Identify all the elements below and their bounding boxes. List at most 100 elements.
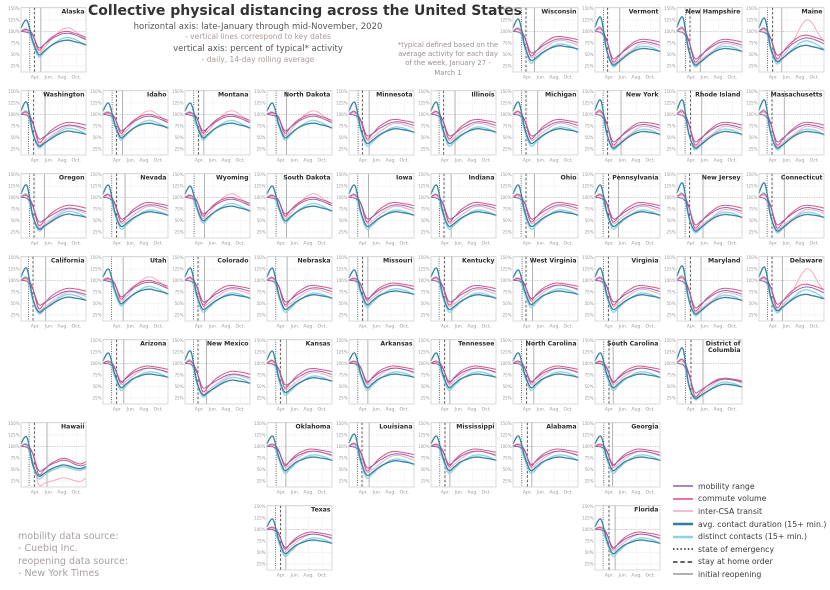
- plot-border: [184, 173, 251, 239]
- series-commute: [348, 360, 415, 384]
- y-tick-label: 25%: [421, 229, 430, 234]
- y-tick-label: 100%: [500, 361, 512, 366]
- x-tick-label: Apr.: [523, 75, 532, 81]
- state-name-label: New Jersey: [702, 175, 741, 182]
- series-mobility: [512, 114, 579, 137]
- y-tick-label: 100%: [336, 278, 348, 283]
- x-tick-label: Apr.: [687, 75, 696, 81]
- x-tick-label: Oct.: [646, 158, 655, 164]
- plot-border: [594, 7, 661, 73]
- y-tick-label: 25%: [585, 478, 594, 483]
- x-tick-label: Jun.: [618, 490, 628, 496]
- state-name-label: Montana: [218, 92, 249, 99]
- x-tick-label: Aug.: [385, 324, 395, 330]
- y-tick-label: 75%: [93, 206, 102, 211]
- state-chart-texas: 25% 50% 75% 100% 125% 150% Apr. Jun. Aug. Oct. Tex…: [254, 502, 334, 582]
- y-tick-label: 100%: [582, 29, 594, 34]
- x-tick-label: Jun.: [44, 75, 54, 81]
- legend-label: mobility range: [698, 481, 755, 491]
- y-tick-label: 125%: [336, 432, 348, 437]
- x-tick-label: Aug.: [467, 324, 477, 330]
- x-tick-label: Jun.: [618, 241, 628, 247]
- state-chart-maryland: 25% 50% 75% 100% 125% 150% Apr. Jun. Aug. Oct. Mar…: [664, 253, 744, 333]
- y-tick-label: 100%: [582, 444, 594, 449]
- series-contact_duration: [594, 267, 661, 311]
- legend-line-sample: [673, 510, 693, 513]
- state-name-label: Oregon: [59, 175, 85, 182]
- state-chart-massachusetts: 25% 50% 75% 100% 125% 150% Apr. Jun. Aug. Oct. Mas…: [746, 87, 826, 167]
- y-tick-label: 125%: [746, 17, 758, 22]
- x-tick-label: Oct.: [400, 158, 409, 164]
- x-tick-label: Jun.: [126, 241, 136, 247]
- plot-border: [512, 339, 579, 405]
- x-tick-label: Apr.: [195, 324, 204, 330]
- y-tick-label: 125%: [664, 17, 676, 22]
- y-tick-label: 75%: [11, 289, 20, 294]
- x-tick-label: Apr.: [277, 573, 286, 579]
- y-tick-label: 50%: [503, 135, 512, 140]
- y-tick-label: 125%: [500, 349, 512, 354]
- state-name-label: Columbia: [708, 347, 741, 354]
- series-mobility: [676, 31, 743, 60]
- legend-label: inter-CSA transit: [698, 506, 763, 516]
- plot-border: [676, 339, 743, 405]
- x-tick-label: Aug.: [221, 241, 231, 247]
- y-tick-label: 25%: [421, 395, 430, 400]
- x-tick-label: Aug.: [139, 241, 149, 247]
- x-tick-label: Jun.: [208, 158, 218, 164]
- x-tick-label: Jun.: [536, 324, 546, 330]
- y-tick-label: 50%: [93, 135, 102, 140]
- series-contact_duration: [102, 102, 169, 139]
- x-tick-label: Apr.: [359, 324, 368, 330]
- y-tick-label: 25%: [339, 312, 348, 317]
- state-name-label: Hawaii: [61, 424, 85, 431]
- y-tick-label: 150%: [254, 255, 266, 260]
- y-tick-label: 25%: [503, 63, 512, 68]
- y-tick-label: 150%: [500, 421, 512, 426]
- y-tick-label: 50%: [585, 384, 594, 389]
- series-contact_duration: [184, 102, 251, 139]
- series-contact_duration: [430, 435, 497, 472]
- y-tick-label: 50%: [503, 467, 512, 472]
- state-chart-svg: 25% 50% 75% 100% 125% 150% Apr. Jun. Aug. Oct. Ind…: [418, 172, 497, 247]
- series-mobility: [266, 197, 333, 215]
- x-tick-label: Jun.: [44, 158, 54, 164]
- plot-border: [102, 90, 169, 156]
- series-contact_duration: [676, 99, 743, 149]
- x-tick-label: Aug.: [631, 573, 641, 579]
- state-chart-svg: 25% 50% 75% 100% 125% 150% Apr. Jun. Aug. Oct. Haw…: [8, 421, 87, 496]
- series-transit: [102, 195, 169, 225]
- x-tick-label: Oct.: [810, 324, 819, 330]
- x-tick-label: Oct.: [482, 241, 491, 247]
- x-tick-label: Apr.: [31, 490, 40, 496]
- y-tick-label: 50%: [339, 135, 348, 140]
- state-name-label: Vermont: [629, 9, 659, 16]
- x-tick-label: Apr.: [441, 158, 450, 164]
- x-tick-label: Jun.: [290, 573, 300, 579]
- state-chart-west-virginia: 25% 50% 75% 100% 125% 150% Apr. Jun. Aug. Oct. Wes…: [500, 253, 580, 333]
- y-tick-label: 150%: [172, 172, 184, 177]
- y-tick-label: 25%: [585, 146, 594, 151]
- y-tick-label: 125%: [172, 349, 184, 354]
- series-mobility: [512, 445, 579, 465]
- plot-border: [512, 422, 579, 488]
- x-tick-label: Aug.: [139, 407, 149, 413]
- series-contact_duration: [430, 267, 497, 311]
- series-mobility: [184, 362, 251, 389]
- x-tick-label: Apr.: [605, 490, 614, 496]
- y-tick-label: 50%: [339, 301, 348, 306]
- x-tick-label: Apr.: [113, 324, 122, 330]
- series-mobility: [348, 114, 415, 137]
- x-tick-label: Oct.: [646, 324, 655, 330]
- series-commute: [102, 360, 169, 384]
- state-chart-north-carolina: 25% 50% 75% 100% 125% 150% Apr. Jun. Aug. Oct. Nor…: [500, 336, 580, 416]
- legend-item-inter-csa-transit: inter-CSA transit: [672, 505, 826, 518]
- y-tick-label: 75%: [585, 206, 594, 211]
- x-tick-label: Apr.: [113, 241, 122, 247]
- series-mobility: [348, 362, 415, 382]
- y-tick-label: 75%: [175, 206, 184, 211]
- subtitle-vertical-axis: vertical axis: percent of typical* activ…: [173, 44, 343, 55]
- series-commute: [676, 276, 743, 312]
- reopening-source-label: reopening data source:: [18, 555, 129, 567]
- y-tick-label: 25%: [11, 229, 20, 234]
